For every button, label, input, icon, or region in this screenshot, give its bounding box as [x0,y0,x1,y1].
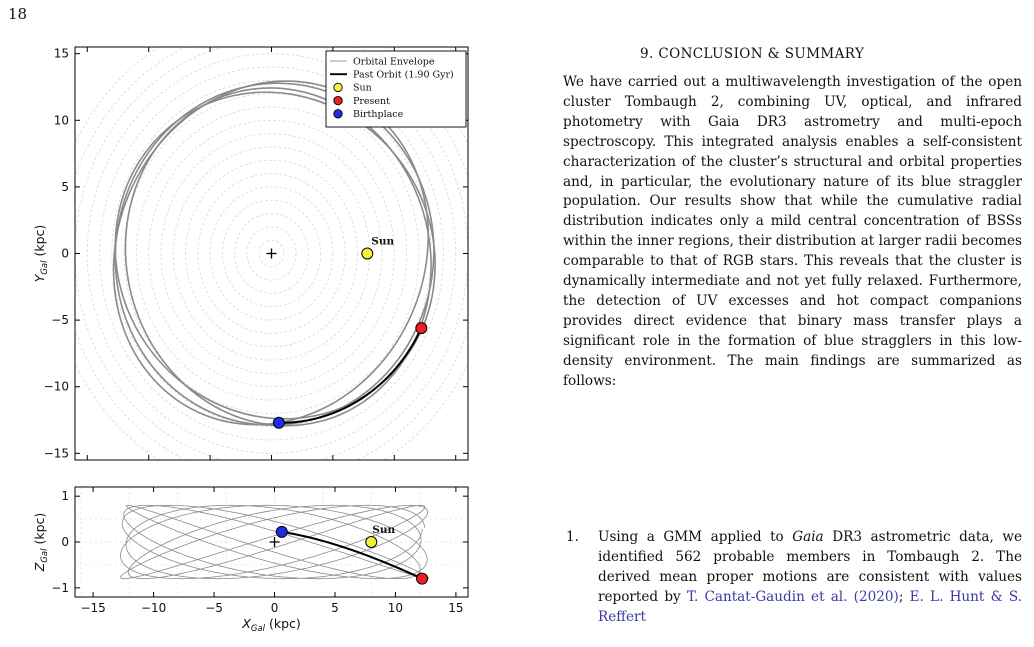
grid-circle [197,173,346,334]
grid-circle [234,213,309,294]
present-marker [415,322,428,335]
grid-circle [123,93,420,414]
grid-circle [86,53,457,454]
x-tick-label: 5 [331,601,339,615]
y-tick-label: −5 [51,313,69,327]
y-tick-label: −1 [51,581,69,595]
legend-label: Past Orbit (1.90 Gyr) [353,70,454,81]
page-number: 18 [8,5,28,23]
list-item: 1. Using a GMM applied to Gaia DR3 astro… [566,528,1022,628]
list-item-number: 1. [566,529,579,545]
x-tick-label: −15 [80,601,105,615]
x-axis-label: XGal (kpc) [241,616,301,634]
x-tick-label: 10 [388,601,403,615]
sun-marker [361,247,374,260]
citation-link-hunt-reffert[interactable]: E. L. Hunt & S. Reffert [598,588,1022,625]
sun-label: Sun [372,524,395,536]
bottom-panel-plot-area [75,487,468,597]
y-tick-label: 0 [61,247,69,261]
grid-circle [148,119,395,388]
z-axis-label: ZGal (kpc) [32,513,50,573]
galactic-center-marker [269,537,280,547]
grid-circle [185,159,358,348]
y-axis-label: YGal (kpc) [32,225,50,283]
conclusion-paragraph: We have carried out a multiwavelength in… [563,74,1022,389]
citation-link-cantat-gaudin[interactable]: T. Cantat-Gaudin et al. (2020) [686,588,899,605]
y-tick-label: 5 [61,180,69,194]
legend-marker [333,82,343,93]
grid-circle [258,239,285,268]
section-title: 9. CONCLUSION & SUMMARY [640,46,865,62]
sun-label: Sun [371,236,394,248]
grid-circle [209,186,334,321]
past-orbit-line [281,530,423,580]
galactic-center-marker [266,248,277,259]
list-item-text-1: Using a GMM applied to [598,529,793,545]
y-tick-label: 1 [61,489,69,503]
orbital-envelope-loop [124,87,432,427]
legend-box [325,50,467,128]
birthplace-marker [272,416,285,429]
list-item-separator: ; [898,588,910,605]
grid-circle [136,106,407,401]
legend-marker [333,95,343,106]
x-tick-label: −5 [205,601,223,615]
x-tick-label: 0 [271,601,279,615]
bottom-panel-ylabel: ZGal (kpc) [32,513,50,573]
y-tick-label: 15 [54,47,69,61]
list-item-text-2: DR3 astrometric data, we identified 562 … [598,529,1022,605]
y-tick-label: 0 [61,535,69,549]
legend-label: Sun [353,83,372,94]
top-panel-ylabel: YGal (kpc) [32,225,50,283]
y-tick-label: −15 [44,446,69,460]
legend-label: Birthplace [353,109,404,120]
legend-label: Present [353,96,390,107]
grid-circle [246,226,297,281]
past-orbit-line [278,327,423,424]
grid-circle [221,199,322,308]
list-item-italic: Gaia [792,529,824,545]
present-marker [416,572,429,585]
orbital-envelope-loop [120,504,429,580]
sun-marker [365,536,378,548]
y-tick-label: 10 [54,113,69,127]
y-tick-label: −10 [44,380,69,394]
grid-circle [99,66,444,441]
birthplace-marker [275,525,288,538]
x-tick-label: −10 [141,601,166,615]
x-tick-label: 15 [448,601,463,615]
list-item-body: Using a GMM applied to Gaia DR3 astromet… [598,528,1022,628]
top-panel-plot-area [75,47,468,460]
grid-circle [160,133,383,374]
legend-label: Orbital Envelope [353,56,435,67]
legend-marker [333,109,343,119]
